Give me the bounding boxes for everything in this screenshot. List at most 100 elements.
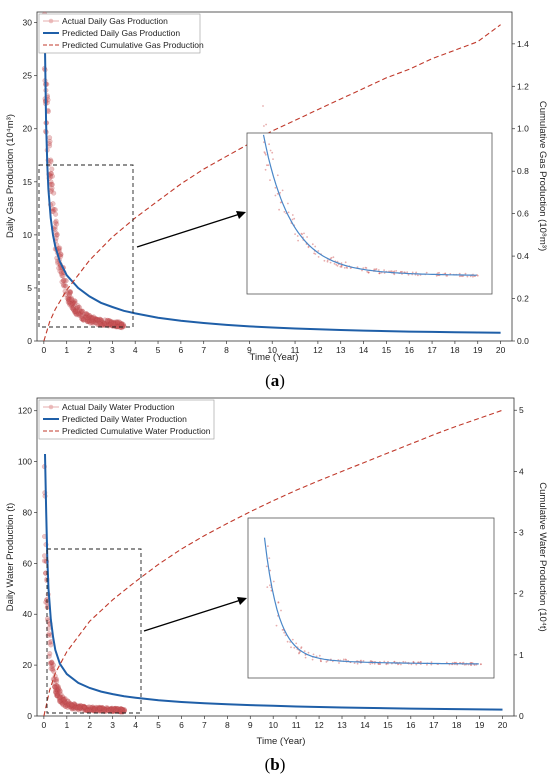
actual-point [81,704,87,710]
actual-point [55,685,61,691]
actual-point [65,698,71,704]
actual-point [68,701,74,707]
actual-point [88,705,94,711]
inset-point [435,274,438,277]
inset-point [402,660,405,663]
x-tick-label: 2 [87,345,92,355]
caption-b-letter: b [270,755,279,774]
legend-label-actual: Actual Daily Gas Production [62,16,168,26]
actual-point [69,702,75,708]
x-tick-label: 12 [313,345,323,355]
actual-point [49,166,55,172]
actual-point [119,708,125,714]
y-axis-label: Daily Gas Production (10⁴m³) [5,114,16,238]
inset-point [263,125,265,127]
actual-point [92,316,98,322]
x-tick-label: 14 [359,345,369,355]
inset-point [338,662,340,664]
actual-point [46,631,52,637]
x-tick-label: 5 [156,720,161,730]
actual-point [121,323,127,329]
actual-point [58,269,64,275]
y-tick-label: 40 [23,609,33,619]
y-axis-right: 0 1 2 3 4 5 [514,405,524,721]
actual-point [117,708,123,714]
actual-point [90,319,96,325]
actual-point [86,318,92,324]
inset-point [275,624,278,627]
inset-point [300,232,303,235]
inset-point [410,663,413,666]
inset-point [438,271,440,274]
actual-point [90,708,96,714]
actual-point [77,705,83,711]
inset-point [272,158,274,161]
x-tick-label: 14 [360,720,370,730]
x-axis: 0 1 2 3 4 5 6 7 8 9 10 11 12 13 14 15 16 17 18 19 20 [42,716,508,730]
inset-point [269,149,272,152]
actual-point [89,320,95,326]
y-axis-right: 0.0 0.2 0.4 0.6 0.8 1.0 1.2 1.4 [512,39,529,346]
actual-point [87,706,93,712]
actual-point [88,315,94,321]
y-tick-label: 0 [27,336,32,346]
inset-point [393,270,396,273]
actual-point [68,301,74,307]
actual-point [110,706,116,712]
actual-point [48,661,54,667]
actual-point [59,273,65,279]
actual-point [56,686,62,692]
actual-point [67,704,73,710]
actual-point [105,708,111,714]
actual-point [120,707,126,713]
inset-point [417,274,419,277]
y2-tick-label: 5 [519,405,524,415]
actual-point [118,707,124,713]
actual-point [86,707,92,713]
actual-point [68,702,74,708]
actual-point [99,705,105,711]
actual-point [106,322,112,328]
inset-point [407,273,410,276]
actual-point [108,320,114,326]
inset-point [361,269,363,272]
inset-predicted-line [262,134,477,276]
actual-point [66,701,72,707]
actual-point [75,703,81,709]
y-tick-label: 80 [23,507,33,517]
actual-point [96,708,102,714]
actual-point [73,311,79,317]
actual-point [111,320,117,326]
actual-point [81,704,87,710]
inset-point [369,663,372,665]
actual-point [66,294,72,300]
inset-point [385,663,388,666]
inset-point [379,663,381,665]
actual-point [85,317,91,323]
legend-label-cumulative: Predicted Cumulative Water Production [62,426,211,436]
inset-point [343,267,346,269]
actual-point [69,703,75,709]
actual-point [87,707,93,713]
actual-point [90,707,96,713]
actual-point [71,304,77,310]
inset-point [383,269,385,271]
actual-point [101,706,107,712]
legend-label-predicted: Predicted Daily Water Production [62,414,187,424]
y-tick-label: 10 [23,230,33,240]
actual-point [60,273,66,279]
actual-point [105,319,111,325]
actual-point [67,290,73,296]
actual-point [102,321,108,327]
actual-point [114,708,120,714]
actual-point [62,696,68,702]
actual-point [108,706,114,712]
actual-point [108,706,114,712]
actual-point [71,702,77,708]
inset-point [320,660,322,662]
actual-point [48,157,54,163]
actual-point [61,697,67,703]
actual-point [112,705,118,711]
actual-point [52,684,58,690]
actual-point [53,690,59,696]
